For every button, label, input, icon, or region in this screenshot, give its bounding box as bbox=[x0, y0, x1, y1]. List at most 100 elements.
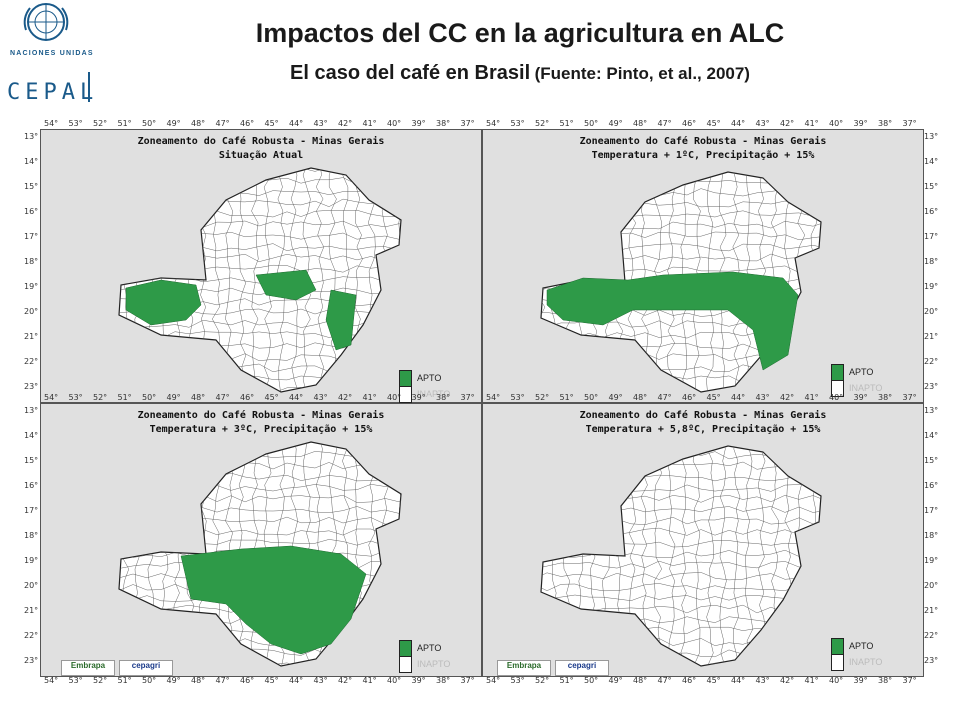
panel-title: Zoneamento do Café Robusta - Minas Gerai… bbox=[579, 136, 827, 147]
panel-title: Zoneamento do Café Robusta - Minas Gerai… bbox=[579, 410, 827, 421]
municipality-border bbox=[550, 446, 559, 666]
legend-swatch-apto bbox=[399, 640, 412, 657]
coordinate-tick-label: 51° bbox=[559, 393, 574, 402]
state-outline bbox=[540, 445, 822, 667]
coordinate-tick-label: 21° bbox=[24, 332, 39, 341]
coordinate-tick-label: 44° bbox=[289, 393, 304, 402]
coordinate-tick-label: 39° bbox=[853, 393, 868, 402]
municipality-border bbox=[119, 374, 401, 384]
coordinate-tick-label: 22° bbox=[924, 631, 939, 640]
legend-label-inapto: INAPTO bbox=[849, 657, 883, 667]
legend-swatch-apto bbox=[399, 370, 412, 387]
coordinate-tick-label: 16° bbox=[924, 481, 939, 490]
municipality-border bbox=[541, 446, 546, 666]
un-logo: NACIONES UNIDAS CEPAL bbox=[0, 0, 95, 105]
coordinate-tick-label: 21° bbox=[24, 606, 39, 615]
coordinate-tick-label: 49° bbox=[608, 119, 623, 128]
coordinate-tick-label: 38° bbox=[436, 119, 451, 128]
coordinate-tick-label: 21° bbox=[924, 332, 939, 341]
coordinate-tick-label: 50° bbox=[584, 119, 599, 128]
municipality-border bbox=[837, 165, 844, 391]
coordinate-tick-label: 38° bbox=[436, 393, 451, 402]
coordinate-tick-label: 48° bbox=[633, 119, 648, 128]
coordinate-tick-label: 37° bbox=[902, 393, 917, 402]
municipality-border bbox=[680, 446, 688, 666]
coordinate-tick-label: 45° bbox=[264, 119, 279, 128]
coordinate-tick-label: 47° bbox=[215, 676, 230, 685]
coordinate-tick-label: 54° bbox=[44, 676, 59, 685]
coordinate-tick-label: 45° bbox=[264, 393, 279, 402]
coordinate-tick-label: 49° bbox=[608, 393, 623, 402]
coordinate-tick-label: 45° bbox=[706, 119, 721, 128]
coordinate-tick-label: 16° bbox=[924, 207, 939, 216]
coordinate-tick-label: 50° bbox=[142, 119, 157, 128]
municipality-border bbox=[95, 439, 103, 665]
coordinate-tick-label: 17° bbox=[24, 506, 39, 515]
coordinate-tick-label: 13° bbox=[924, 406, 939, 415]
coordinate-tick-label: 22° bbox=[24, 357, 39, 366]
coordinate-tick-label: 43° bbox=[755, 393, 770, 402]
municipality-border bbox=[119, 648, 401, 657]
coordinate-tick-label: 37° bbox=[902, 676, 917, 685]
subtitle-main: El caso del café en Brasil bbox=[290, 62, 531, 84]
coordinate-tick-label: 20° bbox=[924, 581, 939, 590]
municipality-border bbox=[653, 446, 663, 666]
municipality-border bbox=[224, 168, 233, 392]
municipality-border bbox=[119, 168, 401, 175]
coordinate-tick-label: 46° bbox=[682, 676, 697, 685]
coordinate-tick-label: 49° bbox=[166, 119, 181, 128]
municipality-border bbox=[541, 172, 821, 175]
coordinate-tick-label: 42° bbox=[780, 676, 795, 685]
municipality-border bbox=[810, 172, 819, 392]
coordinate-tick-label: 14° bbox=[924, 431, 939, 440]
municipality-border bbox=[82, 165, 90, 391]
coordinate-tick-label: 50° bbox=[584, 676, 599, 685]
coordinate-tick-label: 42° bbox=[338, 676, 353, 685]
coordinate-tick-label: 47° bbox=[657, 393, 672, 402]
coordinate-tick-label: 48° bbox=[191, 119, 206, 128]
municipality-border bbox=[824, 165, 831, 391]
coordinate-tick-label: 48° bbox=[633, 676, 648, 685]
coordinate-tick-label: 41° bbox=[362, 119, 377, 128]
subtitle-source: (Fuente: Pinto, et al., 2007) bbox=[534, 64, 750, 83]
municipality-border bbox=[745, 446, 754, 666]
map-panel-plus58c: Zoneamento do Café Robusta - Minas Gerai… bbox=[482, 403, 924, 677]
coordinate-tick-label: 17° bbox=[924, 506, 939, 515]
municipality-border bbox=[95, 165, 103, 391]
coordinate-tick-label: 41° bbox=[362, 676, 377, 685]
org-acronym: CEPAL bbox=[7, 80, 99, 105]
coordinate-tick-label: 43° bbox=[755, 119, 770, 128]
coordinate-tick-label: 44° bbox=[731, 393, 746, 402]
municipality-border bbox=[394, 442, 401, 666]
coordinate-tick-label: 18° bbox=[924, 257, 939, 266]
coordinate-tick-label: 48° bbox=[191, 393, 206, 402]
municipality-border bbox=[119, 177, 401, 186]
municipality-border bbox=[315, 168, 325, 392]
coordinate-tick-label: 45° bbox=[706, 393, 721, 402]
municipality-border bbox=[810, 446, 818, 666]
coordinate-tick-label: 46° bbox=[240, 676, 255, 685]
municipality-border bbox=[589, 446, 597, 666]
coordinate-tick-label: 53° bbox=[68, 393, 83, 402]
coordinate-tick-label: 14° bbox=[924, 157, 939, 166]
page-subtitle: El caso del café en Brasil (Fuente: Pint… bbox=[120, 62, 920, 85]
coordinate-tick-label: 23° bbox=[924, 382, 939, 391]
coordinate-tick-label: 51° bbox=[559, 119, 574, 128]
municipality-border bbox=[614, 172, 624, 392]
municipality-border bbox=[119, 451, 401, 460]
coordinate-tick-label: 51° bbox=[117, 676, 132, 685]
municipality-border bbox=[850, 439, 857, 665]
coordinate-tick-label: 40° bbox=[829, 676, 844, 685]
minas-gerais-map bbox=[540, 439, 857, 667]
municipality-border bbox=[849, 165, 856, 391]
coordinate-tick-label: 22° bbox=[924, 357, 939, 366]
page-title: Impactos del CC en la agricultura en ALC bbox=[255, 18, 785, 48]
coordinate-tick-label: 19° bbox=[924, 282, 939, 291]
coordinate-tick-label: 39° bbox=[853, 119, 868, 128]
coordinate-tick-label: 53° bbox=[68, 676, 83, 685]
coordinate-tick-label: 53° bbox=[510, 119, 525, 128]
coordinate-tick-label: 52° bbox=[93, 676, 108, 685]
municipality-border bbox=[836, 439, 843, 665]
legend-label-apto: APTO bbox=[849, 367, 874, 377]
coordinate-tick-label: 19° bbox=[924, 556, 939, 565]
